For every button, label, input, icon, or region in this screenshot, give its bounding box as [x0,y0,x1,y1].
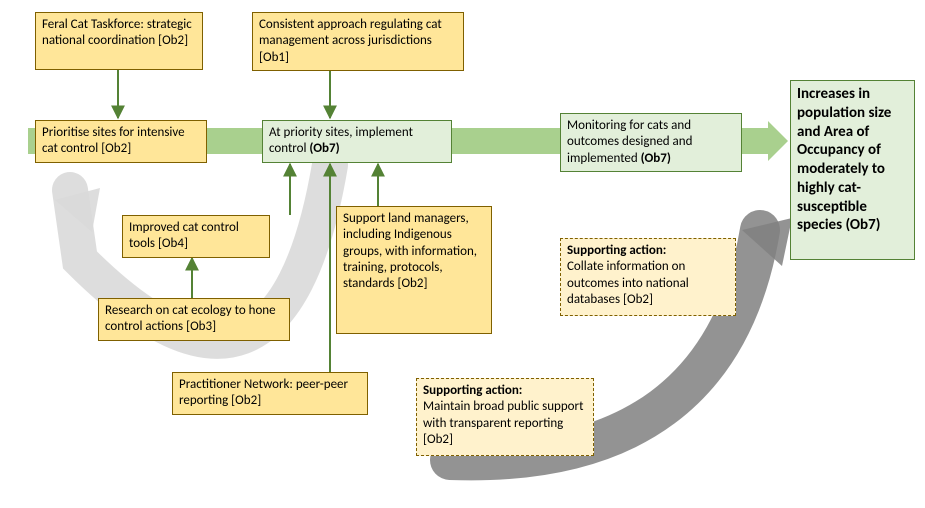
node-improved_tools-text: Improved cat control tools [Ob4] [129,220,239,251]
node-support_mgrs: Support land managers, including Indigen… [336,206,492,334]
node-sa_collate-text: Collate information on outcomes into nat… [567,259,689,307]
node-sa_public-text: Maintain broad public support with trans… [423,399,583,447]
node-sa_collate-label: Supporting action: [567,243,729,259]
node-improved_tools: Improved cat control tools [Ob4] [122,215,270,258]
node-taskforce-text: Feral Cat Taskforce: strategic national … [42,17,192,48]
node-support_mgrs-text: Support land managers, including Indigen… [343,211,477,291]
node-monitoring-text: Monitoring for cats and outcomes designe… [567,118,692,166]
node-practitioner-text: Practitioner Network: peer-peer reportin… [179,377,348,408]
node-implement-text: At priority sites, implement control (Ob… [269,125,413,156]
node-sa_collate: Supporting action:Collate information on… [560,238,736,316]
node-consistent-text: Consistent approach regulating cat manag… [259,17,442,65]
node-implement: At priority sites, implement control (Ob… [262,120,452,163]
node-prioritise-text: Prioritise sites for intensive cat contr… [42,125,185,156]
node-sa_public-label: Supporting action: [423,383,587,399]
node-outcome-text: Increases in population size and Area of… [797,85,891,234]
node-monitoring: Monitoring for cats and outcomes designe… [560,113,742,172]
node-research: Research on cat ecology to hone control … [98,298,290,341]
node-prioritise: Prioritise sites for intensive cat contr… [35,120,207,163]
node-sa_public: Supporting action:Maintain broad public … [416,378,594,456]
node-taskforce: Feral Cat Taskforce: strategic national … [35,12,203,70]
node-research-text: Research on cat ecology to hone control … [105,303,276,334]
node-outcome: Increases in population size and Area of… [790,80,915,260]
node-practitioner: Practitioner Network: peer-peer reportin… [172,372,368,415]
node-consistent: Consistent approach regulating cat manag… [252,12,464,71]
